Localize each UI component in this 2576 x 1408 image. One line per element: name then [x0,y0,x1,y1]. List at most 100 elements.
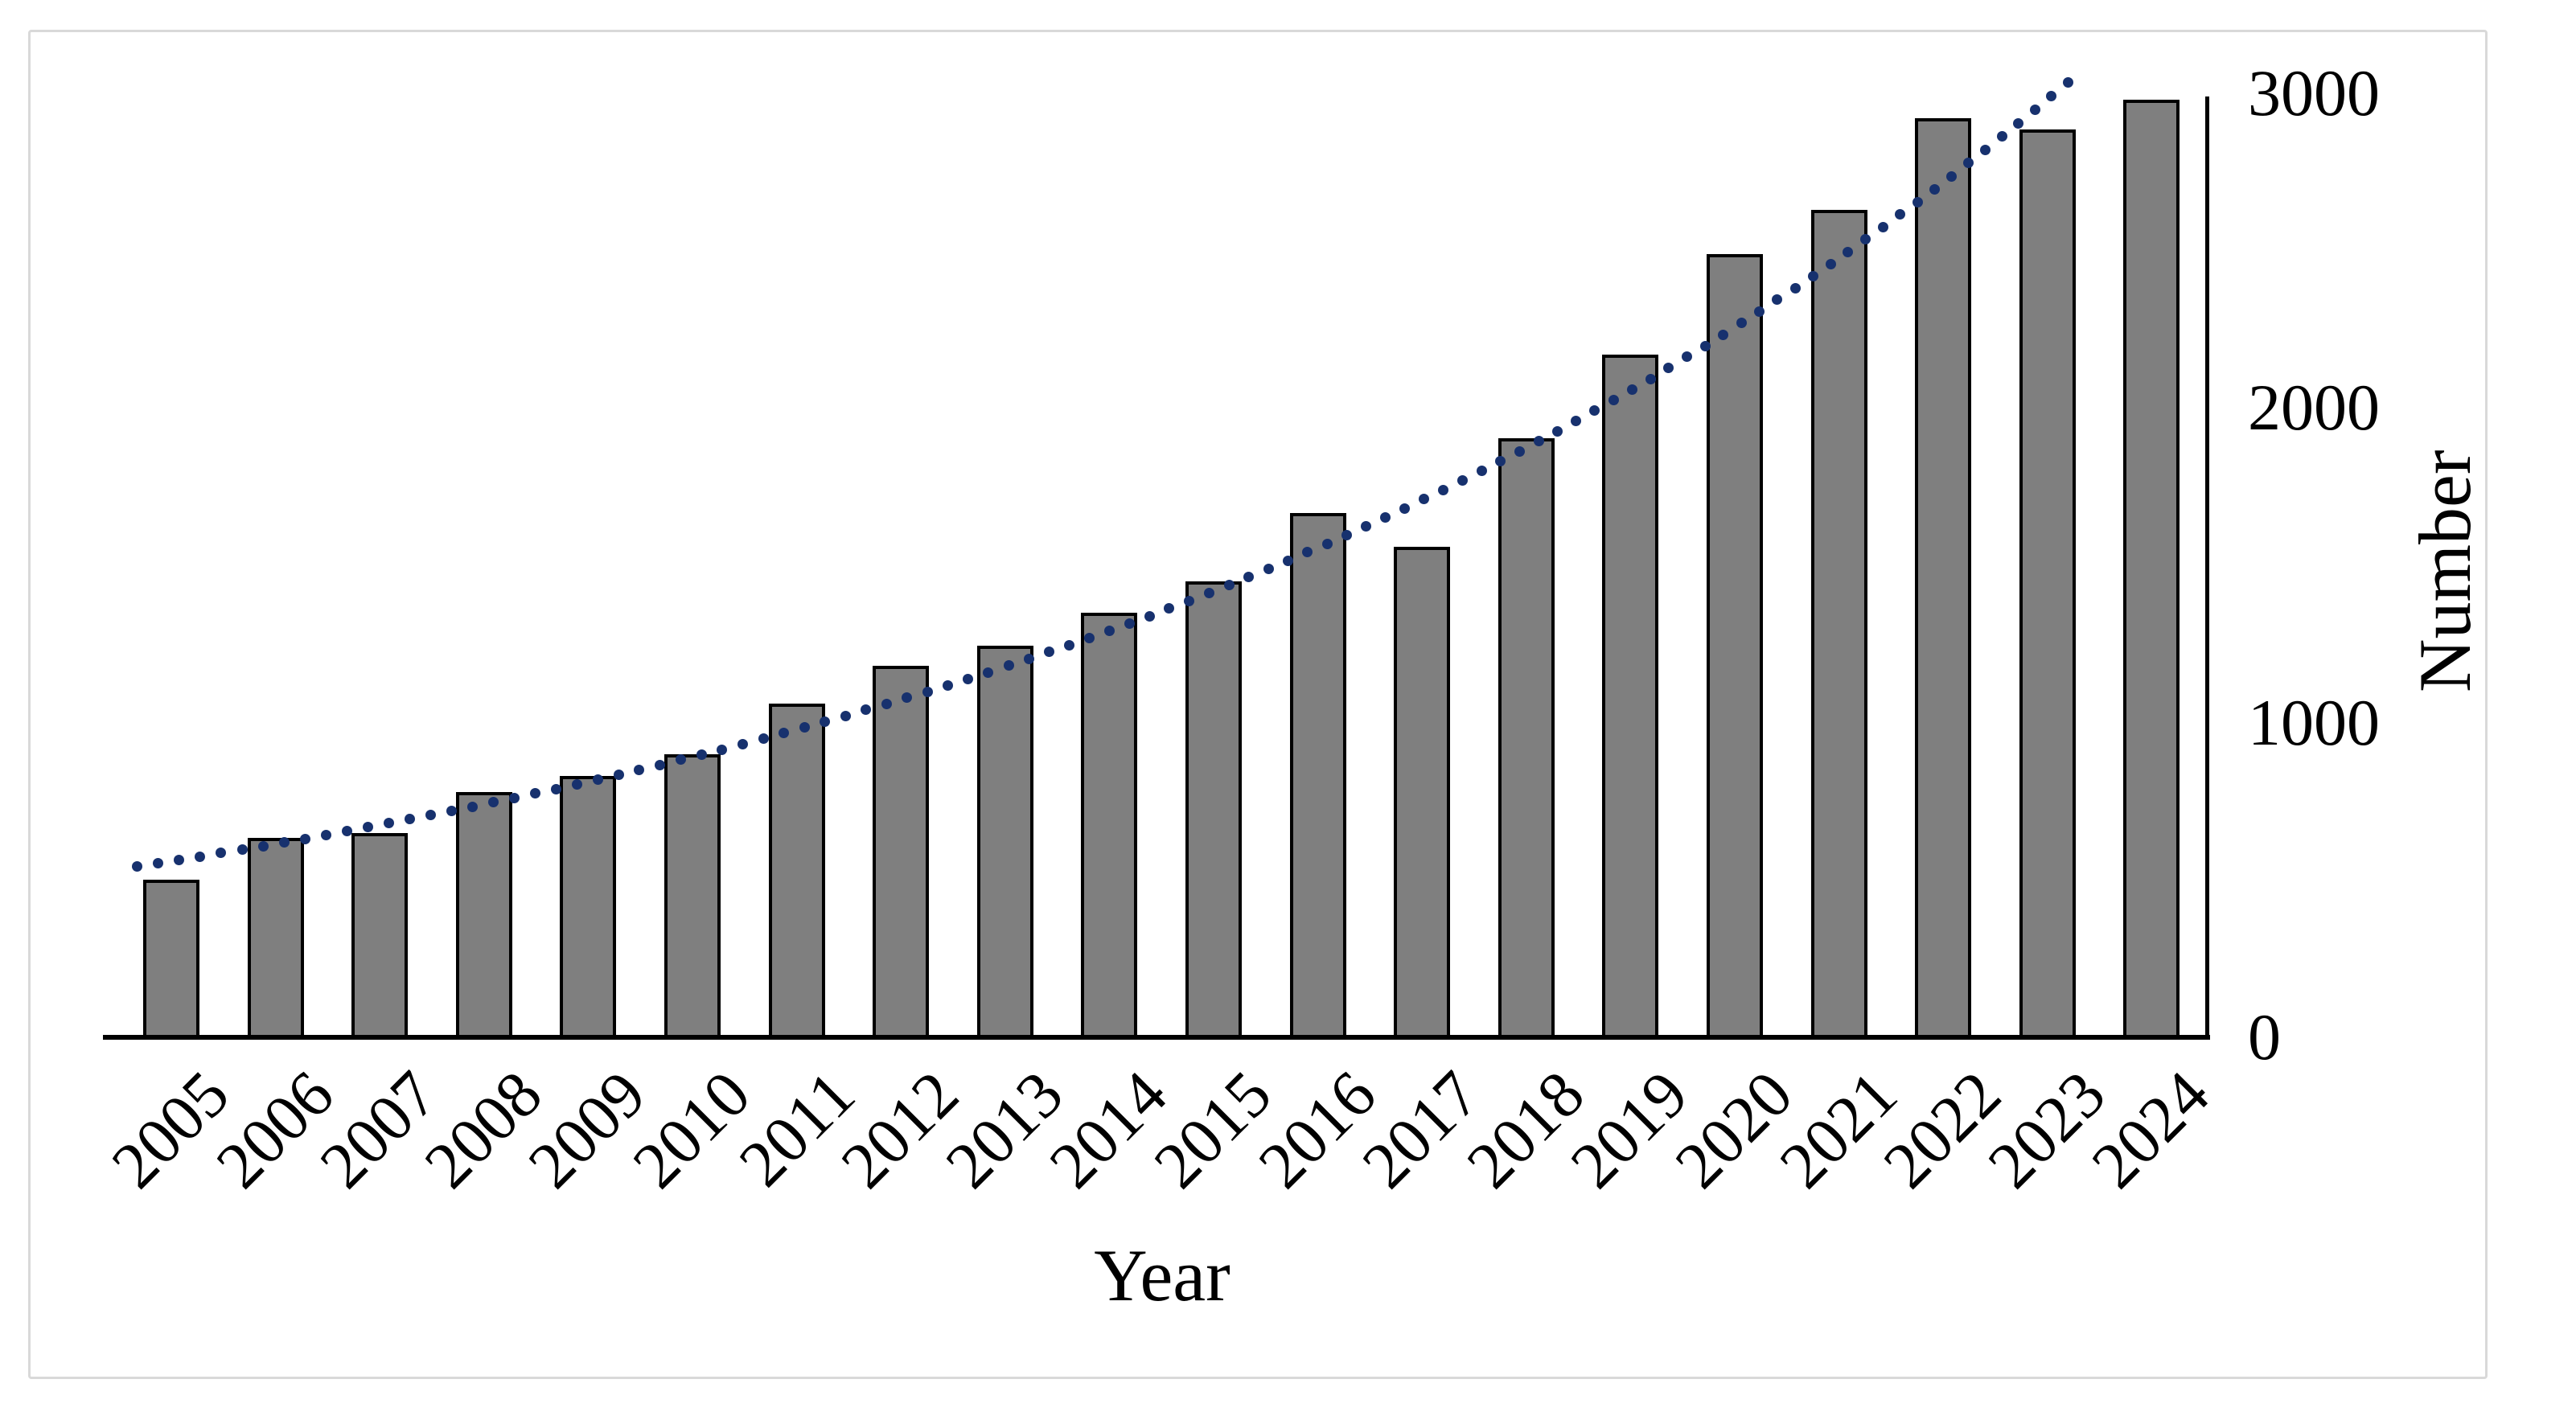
trendline-dot [1895,209,1906,220]
trendline-dot [758,733,769,745]
trendline-dot [509,792,520,803]
trendline-dot [1645,373,1656,384]
trendline-dot [1495,455,1506,466]
trendline-dot [1361,520,1372,532]
trendline-dot [1203,587,1214,598]
trendline-dot [1945,170,1957,182]
trendline-dot [467,801,479,812]
bar-2012 [873,666,930,1037]
trendline-dot [613,770,624,781]
trendline-dot [1341,529,1353,540]
trendline-dot [1043,647,1054,658]
trendline-dot [571,778,582,790]
bar-2007 [351,833,409,1037]
trendline-dot [425,810,437,821]
trendline-dot [1164,603,1175,614]
trendline-dot [1514,445,1526,457]
trendline-dot [1825,258,1836,269]
bar-2024 [2123,100,2180,1037]
trendline-dot [1979,144,1991,155]
trendline-dot [195,851,206,862]
bar-2009 [560,776,617,1037]
trendline-dot [1457,474,1469,486]
trendline-dot [1003,660,1014,671]
bar-2023 [2019,129,2076,1037]
trendline-dot [236,844,248,856]
trendline-dot [1103,625,1115,636]
trendline-dot [342,826,353,837]
trendline-dot [278,837,290,848]
trendline-dot [1023,653,1034,664]
trendline-dot [2062,76,2073,88]
trendline-dot [530,788,541,799]
trendline-dot [1929,183,1940,195]
trendline-dot [1533,436,1544,447]
trendline-dot [1321,538,1333,549]
bar-2010 [664,754,721,1037]
trendline-dot [152,857,163,868]
trendline-dot [1438,484,1449,495]
bar-2016 [1289,513,1346,1037]
trendline-dot [2013,117,2024,129]
trendline-dot [405,814,416,825]
trendline-dot [1571,416,1582,427]
bar-2019 [1602,355,1659,1037]
trendline-dot [902,692,913,704]
trendline-dot [1912,196,1923,207]
trendline-dot [1263,563,1274,574]
trendline-dot [1996,131,2007,142]
bar-2014 [1081,613,1138,1037]
bar-2011 [768,704,825,1037]
trendline-dot [675,754,686,766]
trendline-dot [550,783,561,794]
trendline-dot [655,759,666,770]
trendline-dot [696,749,707,761]
trendline-dot [634,764,645,775]
trendline-dot [1243,572,1255,583]
bar-2018 [1498,438,1555,1037]
trendline-dot [1807,270,1818,281]
trendline-dot [1962,158,1974,169]
bar-2013 [976,646,1033,1037]
trendline-dot [1877,222,1888,233]
trendline-dot [1184,595,1195,606]
y-axis-title: Number [2404,449,2486,692]
x-axis-line [103,1035,2210,1040]
trendline-dot [1860,234,1871,245]
bar-2015 [1185,581,1242,1037]
trendline-dot [881,698,892,709]
bar-2017 [1394,547,1451,1037]
bar-2020 [1707,254,1763,1037]
trendline-dot [1736,318,1747,329]
trendline-dot [257,840,269,852]
trendline-dot [1608,395,1619,406]
trendline-dot [799,722,810,733]
trendline-dot [717,744,728,755]
trendline-dot [983,667,994,678]
trendline-dot [1380,511,1391,523]
y-tick-label-0: 0 [2248,1000,2281,1073]
trendline-dot [1663,363,1674,374]
y-tick-label-1000: 1000 [2248,685,2380,759]
y-axis-spine [2205,96,2209,1040]
bar-2006 [247,838,304,1037]
trendline-dot [1589,405,1600,417]
trendline-dot [299,833,310,844]
y-tick-label-3000: 3000 [2248,56,2380,130]
trendline-dot [963,673,974,684]
trendline-dot [840,710,851,721]
trendline-dot [1063,639,1074,651]
trendline-dot [737,738,748,749]
trendline-dot [1124,618,1135,629]
y-tick-label-2000: 2000 [2248,371,2380,445]
trendline-dot [1551,425,1563,437]
trendline-dot [1754,306,1765,317]
trendline-dot [1626,384,1637,395]
trendline-dot [1718,329,1729,340]
trendline-dot [2046,90,2057,101]
trendline-dot [1789,282,1801,294]
trendline-dot [384,818,395,829]
trendline-dot [779,728,790,739]
trendline-dot [1399,503,1411,514]
bar-2008 [455,792,512,1037]
